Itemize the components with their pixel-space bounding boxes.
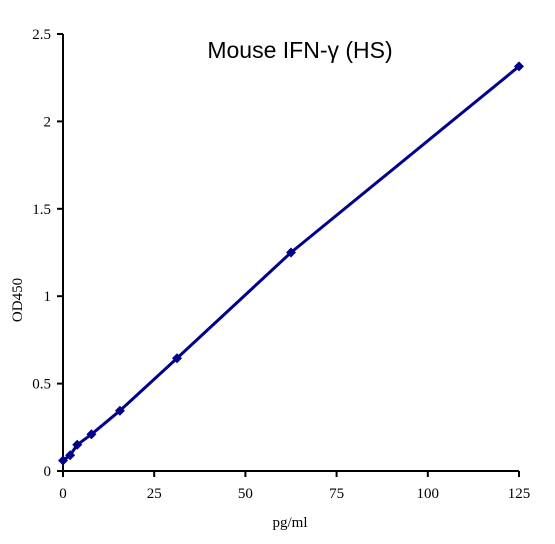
x-tick-label: 125 bbox=[508, 486, 531, 502]
chart-title: Mouse IFN-γ (HS) bbox=[207, 37, 392, 63]
y-axis-label: OD450 bbox=[10, 278, 26, 322]
y-tick-label: 0.5 bbox=[32, 377, 51, 393]
y-tick-label: 1 bbox=[44, 289, 52, 305]
marker bbox=[72, 439, 83, 450]
x-tick-label: 75 bbox=[329, 486, 344, 502]
marker bbox=[114, 405, 125, 416]
marker bbox=[172, 353, 182, 364]
marker bbox=[514, 61, 524, 72]
marker bbox=[65, 450, 76, 461]
y-tick-label: 2.5 bbox=[32, 27, 51, 43]
line bbox=[62, 65, 520, 462]
marker bbox=[58, 455, 68, 466]
x-tick-label: 50 bbox=[238, 486, 253, 502]
x-tick-label: 0 bbox=[59, 486, 67, 502]
y-tick-label: 1.5 bbox=[32, 202, 51, 218]
y-tick-label: 0 bbox=[44, 464, 52, 480]
y-tick-label: 2 bbox=[44, 114, 52, 130]
x-axis-label: pg/ml bbox=[272, 515, 307, 531]
x-tick-label: 100 bbox=[417, 486, 440, 502]
marker bbox=[286, 247, 296, 258]
x-tick-label: 25 bbox=[147, 486, 162, 502]
marker bbox=[86, 429, 97, 440]
